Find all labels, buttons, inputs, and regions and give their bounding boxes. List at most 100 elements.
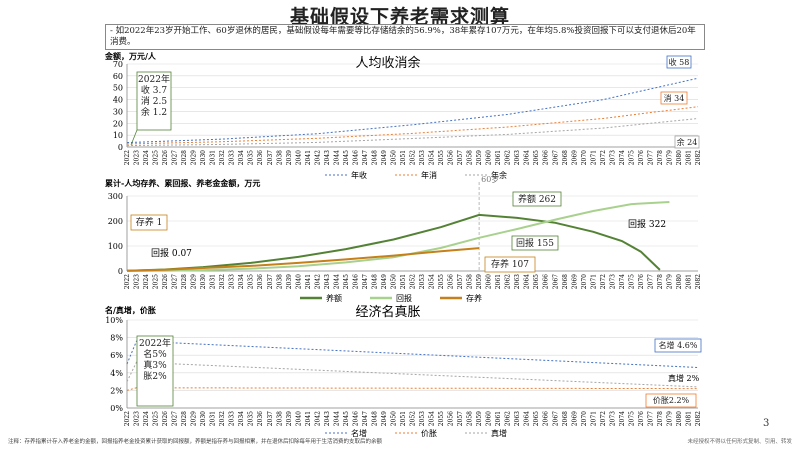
- x-tick-label: 2030: [200, 150, 207, 165]
- footnote: 注释：存养指累计存入养老金的金额，回报指养老金投资累计获取的回报额，养额是指存养…: [8, 439, 383, 445]
- x-tick-label: 2023: [134, 150, 141, 165]
- x-tick-label: 2031: [210, 411, 217, 426]
- x-tick-label: 2070: [581, 274, 588, 289]
- x-tick-label: 2052: [410, 274, 417, 289]
- x-tick-label: 2062: [505, 274, 512, 289]
- x-tick-label: 2069: [571, 411, 578, 426]
- x-tick-label: 2044: [333, 411, 340, 426]
- x-tick-label: 2050: [390, 411, 397, 426]
- x-tick-label: 2039: [286, 274, 293, 289]
- y-axis-label: 名/真增，价胀: [105, 305, 156, 315]
- x-tick-label: 2054: [429, 411, 436, 426]
- legend-label: 年余: [491, 170, 507, 180]
- x-tick-label: 2066: [543, 411, 550, 426]
- annotation-surplus-box: [674, 135, 700, 149]
- x-tick-label: 2061: [495, 274, 502, 289]
- x-tick-label: 2063: [514, 274, 521, 289]
- x-tick-label: 2077: [647, 274, 654, 289]
- x-tick-label: 2055: [438, 150, 445, 165]
- x-tick-label: 2078: [657, 411, 664, 426]
- x-tick-label: 2047: [362, 411, 369, 426]
- x-tick-label: 2047: [362, 274, 369, 289]
- x-tick-label: 2067: [552, 411, 559, 426]
- legend-label: 年收: [351, 170, 367, 180]
- x-tick-label: 2054: [429, 274, 436, 289]
- annotation-return-end: 回报 322: [628, 218, 666, 230]
- x-tick-label: 2040: [295, 150, 302, 165]
- y-tick-label: 0%: [110, 404, 123, 413]
- x-tick-label: 2058: [467, 150, 474, 165]
- x-tick-label: 2070: [581, 150, 588, 165]
- x-tick-label: 2031: [210, 150, 217, 165]
- x-tick-label: 2052: [410, 411, 417, 426]
- annotation-pension-peak-box: [512, 191, 562, 207]
- x-tick-label: 2035: [248, 150, 255, 165]
- x-tick-label: 2034: [238, 274, 245, 289]
- x-tick-label: 2028: [181, 411, 188, 426]
- y-tick-label: 300: [108, 192, 123, 201]
- annotation-2022-box: [136, 71, 172, 131]
- x-tick-label: 2045: [343, 150, 350, 165]
- annotation-income-text: 收 58: [669, 57, 690, 67]
- annotation-surplus-text: 余 24: [677, 137, 698, 147]
- x-tick-label: 2030: [200, 411, 207, 426]
- legend-label: 名增: [351, 428, 367, 438]
- x-tick-label: 2053: [419, 274, 426, 289]
- x-tick-label: 2053: [419, 150, 426, 165]
- annotation-2022-text: 2022年: [138, 73, 170, 85]
- annotation-return-start: 回报 0.07: [151, 247, 192, 259]
- x-tick-label: 2064: [524, 150, 531, 165]
- x-tick-label: 2050: [390, 150, 397, 165]
- x-tick-label: 2041: [305, 150, 312, 165]
- x-tick-label: 2058: [467, 274, 474, 289]
- x-tick-label: 2065: [533, 274, 540, 289]
- x-tick-label: 2046: [352, 411, 359, 426]
- x-tick-label: 2061: [495, 411, 502, 426]
- annotation-2022-rates-text: 胀2%: [143, 371, 167, 382]
- annotation-pension-peak-text: 养额 262: [518, 193, 556, 205]
- series-line: [126, 340, 699, 368]
- x-tick-label: 2068: [562, 411, 569, 426]
- annotation-deposit-60-box: [484, 256, 536, 273]
- x-tick-label: 2063: [514, 150, 521, 165]
- x-tick-label: 2027: [172, 150, 179, 165]
- x-tick-label: 2077: [647, 150, 654, 165]
- y-axis-label: 金额，万元/人: [104, 51, 157, 61]
- annotation-nominal-text: 名增 4.6%: [659, 340, 698, 350]
- y-tick-label: 0: [118, 143, 123, 152]
- x-tick-label: 2025: [153, 150, 160, 165]
- x-tick-label: 2034: [238, 411, 245, 426]
- x-tick-label: 2024: [143, 274, 150, 289]
- x-tick-label: 2077: [647, 411, 654, 426]
- x-tick-label: 2033: [229, 150, 236, 165]
- x-tick-label: 2071: [590, 150, 597, 165]
- x-tick-label: 2056: [448, 150, 455, 165]
- retirement-label: 60岁: [481, 174, 499, 184]
- y-tick-label: 60: [113, 72, 123, 81]
- x-tick-label: 2034: [238, 150, 245, 165]
- x-tick-label: 2032: [219, 274, 226, 289]
- x-tick-label: 2063: [514, 411, 521, 426]
- annotation-deposit-60-text: 存养 107: [491, 258, 529, 270]
- x-tick-label: 2074: [619, 411, 626, 426]
- x-tick-label: 2076: [638, 274, 645, 289]
- annotation-deposit-start-box: [130, 214, 168, 231]
- x-tick-label: 2038: [276, 150, 283, 165]
- y-tick-label: 40: [113, 96, 123, 105]
- x-tick-label: 2049: [381, 411, 388, 426]
- x-tick-label: 2081: [685, 411, 692, 426]
- x-tick-label: 2059: [476, 274, 483, 289]
- x-tick-label: 2048: [371, 150, 378, 165]
- x-tick-label: 2053: [419, 411, 426, 426]
- chart-title: 经济名真胀: [355, 304, 420, 320]
- x-tick-label: 2076: [638, 150, 645, 165]
- x-tick-label: 2040: [295, 411, 302, 426]
- x-tick-label: 2032: [219, 411, 226, 426]
- x-tick-label: 2073: [609, 150, 616, 165]
- y-tick-label: 0: [118, 267, 123, 276]
- legend-label: 养额: [326, 293, 342, 303]
- x-tick-label: 2080: [676, 411, 683, 426]
- x-tick-label: 2042: [314, 274, 321, 289]
- x-tick-label: 2047: [362, 150, 369, 165]
- x-tick-label: 2027: [172, 274, 179, 289]
